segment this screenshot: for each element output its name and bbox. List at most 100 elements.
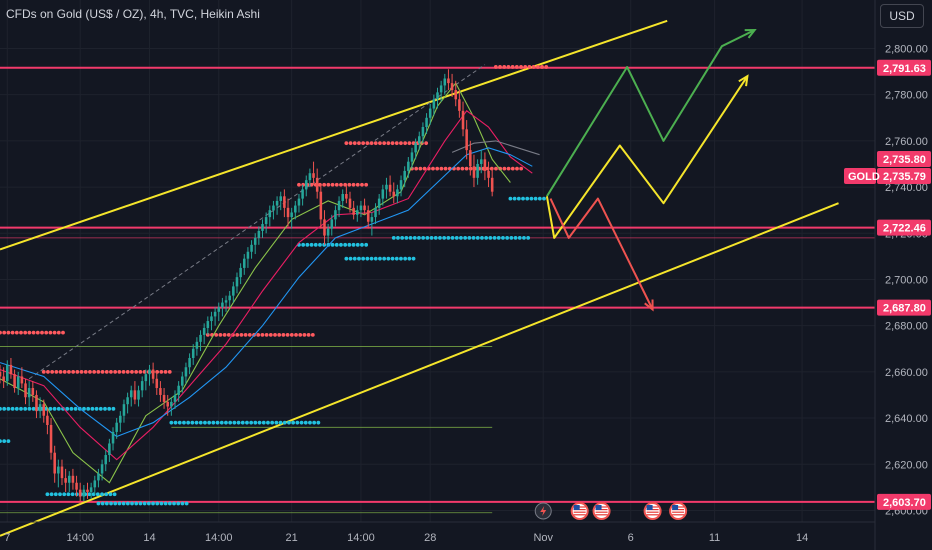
price-tick-label: 2,660.00 [885, 367, 928, 379]
candle-body [159, 388, 162, 395]
flag-canton [672, 505, 679, 510]
indicator-dot [96, 501, 101, 506]
time-tick-label: 28 [424, 532, 436, 544]
indicator-dot [467, 235, 472, 240]
indicator-dot [222, 333, 227, 337]
indicator-dot [249, 420, 254, 425]
indicator-dot [535, 65, 540, 69]
candle-body [38, 404, 42, 412]
indicator-dot [83, 369, 88, 374]
indicator-dot [273, 333, 277, 337]
indicator-dot [245, 420, 249, 425]
indicator-dot [50, 369, 55, 374]
indicator-dot [525, 196, 530, 201]
indicator-dot [277, 333, 282, 337]
indicator-dot [159, 501, 164, 506]
indicator-dot [382, 256, 387, 261]
indicator-dot [44, 330, 49, 335]
price-tag [877, 299, 931, 316]
candle-body [108, 443, 111, 456]
indicator-dot [73, 406, 78, 411]
indicator-dot [488, 235, 493, 240]
indicator-dot [334, 182, 339, 187]
candle-body [35, 394, 38, 412]
indicator-dot [218, 333, 223, 337]
indicator-dot [414, 166, 419, 171]
indicator-dot [386, 141, 391, 146]
indicator-dot [224, 420, 228, 425]
candle-body [224, 300, 228, 303]
indicator-dot [130, 369, 134, 374]
candle-body [100, 464, 104, 474]
indicator-dot [348, 256, 353, 261]
candle-body [0, 371, 2, 377]
indicator-dot [298, 333, 303, 337]
indicator-dot [41, 369, 46, 374]
time-axis[interactable]: 7 14:00 14 14:00 21 14:00 28 Nov 6 11 14 [0, 521, 875, 544]
indicator-dot [517, 235, 522, 240]
indicator-dot [45, 492, 50, 497]
indicator-dot [369, 141, 374, 146]
indicator-dot [65, 406, 70, 411]
time-tick-label: 11 [709, 532, 720, 544]
candle-body [399, 180, 403, 190]
candle-body [20, 376, 24, 384]
candle-body [374, 207, 377, 218]
candle-body [476, 163, 479, 178]
indicator-dot [282, 420, 287, 425]
indicator-dot [155, 501, 160, 506]
indicator-dot [493, 65, 498, 69]
indicator-dot [121, 369, 126, 374]
candle-body [232, 286, 235, 296]
indicator-dot [66, 492, 71, 497]
candle-body [421, 127, 425, 137]
candle-body [439, 85, 443, 93]
indicator-dot [240, 420, 245, 425]
indicator-dot [198, 420, 203, 425]
indicator-dot [512, 196, 517, 201]
indicator-dot [69, 406, 74, 411]
indicator-dot [167, 369, 172, 374]
indicator-dot [260, 333, 265, 337]
indicator-dot [494, 166, 498, 171]
currency-button[interactable]: USD [880, 4, 924, 28]
candle-body [472, 166, 476, 178]
indicator-dot [424, 141, 429, 146]
indicator-dot [475, 235, 480, 240]
indicator-dot [347, 182, 352, 187]
event-icons[interactable] [534, 502, 688, 520]
indicator-dot [257, 420, 262, 425]
candle-body [213, 311, 217, 317]
indicator-dot [130, 501, 134, 506]
indicator-dot [103, 406, 107, 411]
candle-body [75, 482, 78, 490]
candle-body [450, 83, 454, 91]
indicator-dot [264, 333, 269, 337]
candle-body [2, 376, 5, 382]
candle-body [290, 212, 293, 218]
indicator-dot [505, 235, 510, 240]
dashed-trendline [28, 64, 486, 380]
indicator-dot [446, 235, 451, 240]
indicator-dot [291, 420, 296, 425]
candle-body [370, 217, 374, 222]
price-tag-label: 2,603.70 [883, 497, 926, 509]
candle-body [64, 478, 67, 483]
candle-body [144, 374, 148, 382]
price-axis[interactable]: 2,600.002,620.002,640.002,660.002,680.00… [874, 0, 928, 550]
indicator-dot [163, 501, 168, 506]
indicator-dot [294, 333, 298, 337]
moving-average-line [0, 147, 533, 438]
candle-body [388, 184, 392, 192]
indicator-dot [121, 501, 126, 506]
indicator-dot [239, 333, 244, 337]
indicator-dot [496, 235, 501, 240]
projection-paths [545, 28, 757, 312]
indicator-dot [523, 65, 528, 69]
indicator-dot [247, 333, 252, 337]
candle-body [297, 198, 301, 206]
indicator-dot [378, 141, 382, 146]
projection-arrowhead [644, 299, 654, 312]
indicator-dot [46, 369, 50, 374]
